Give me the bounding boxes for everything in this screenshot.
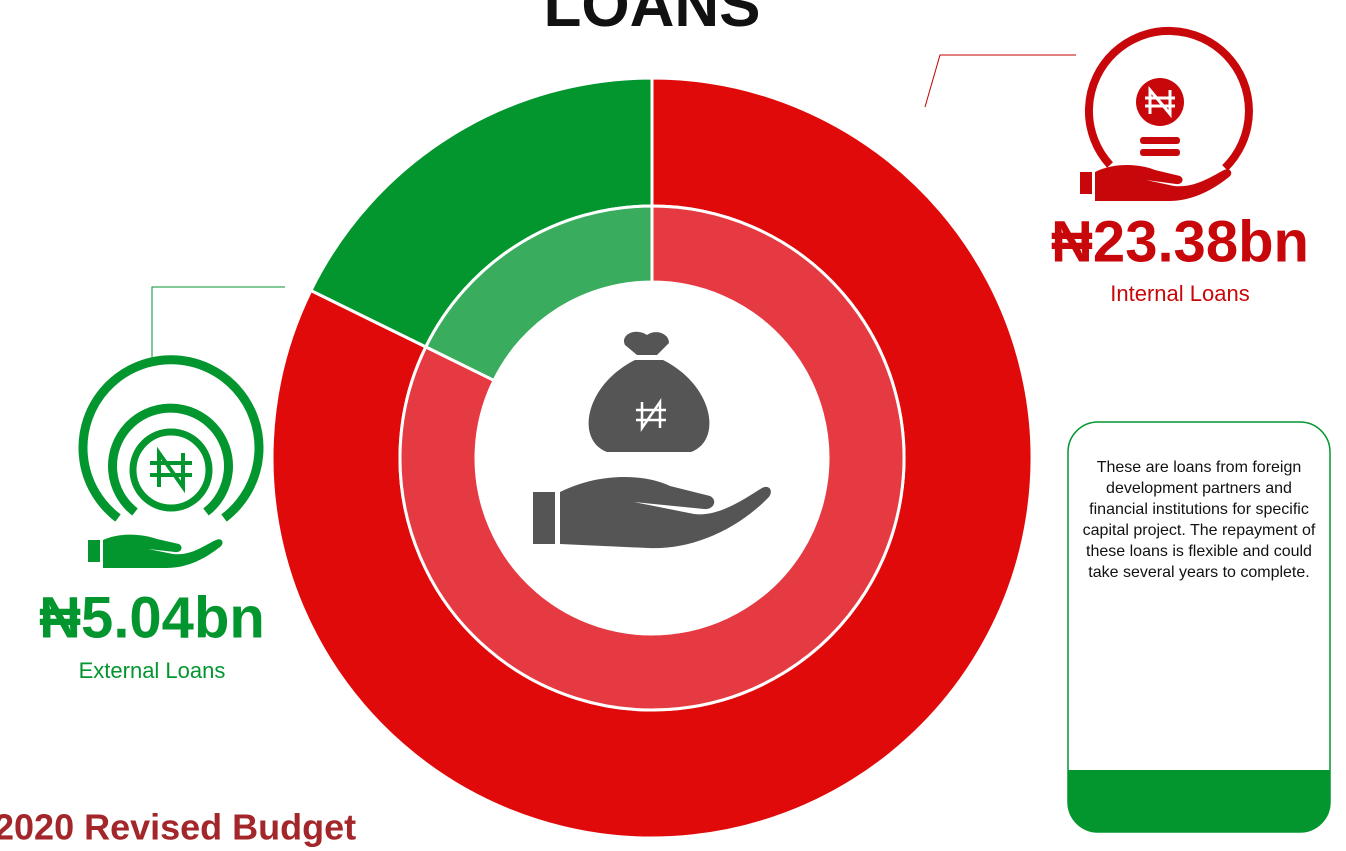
inner-wedge bbox=[398, 204, 906, 712]
connector bbox=[924, 54, 1076, 108]
connector bbox=[151, 286, 285, 360]
value-label: ₦23.38bn bbox=[1051, 209, 1309, 274]
category-label: External Loans bbox=[79, 658, 226, 683]
annotation: These are loans from foreign development… bbox=[1082, 459, 1316, 581]
external-icon bbox=[78, 355, 264, 568]
donut bbox=[270, 76, 1034, 840]
value-label: ₦5.04bn bbox=[39, 585, 265, 650]
annotation-box: These are loans from foreign development… bbox=[1067, 421, 1331, 833]
annotation-text: These are loans from foreign development… bbox=[1082, 459, 1316, 581]
inner-wedge bbox=[423, 204, 654, 383]
center-icon bbox=[533, 331, 771, 549]
chart-title: LOANS bbox=[544, 0, 761, 40]
subtitle: 2020 Revised Budget bbox=[0, 807, 356, 848]
category-label: Internal Loans bbox=[1110, 281, 1249, 306]
internal-icon bbox=[1080, 26, 1253, 201]
